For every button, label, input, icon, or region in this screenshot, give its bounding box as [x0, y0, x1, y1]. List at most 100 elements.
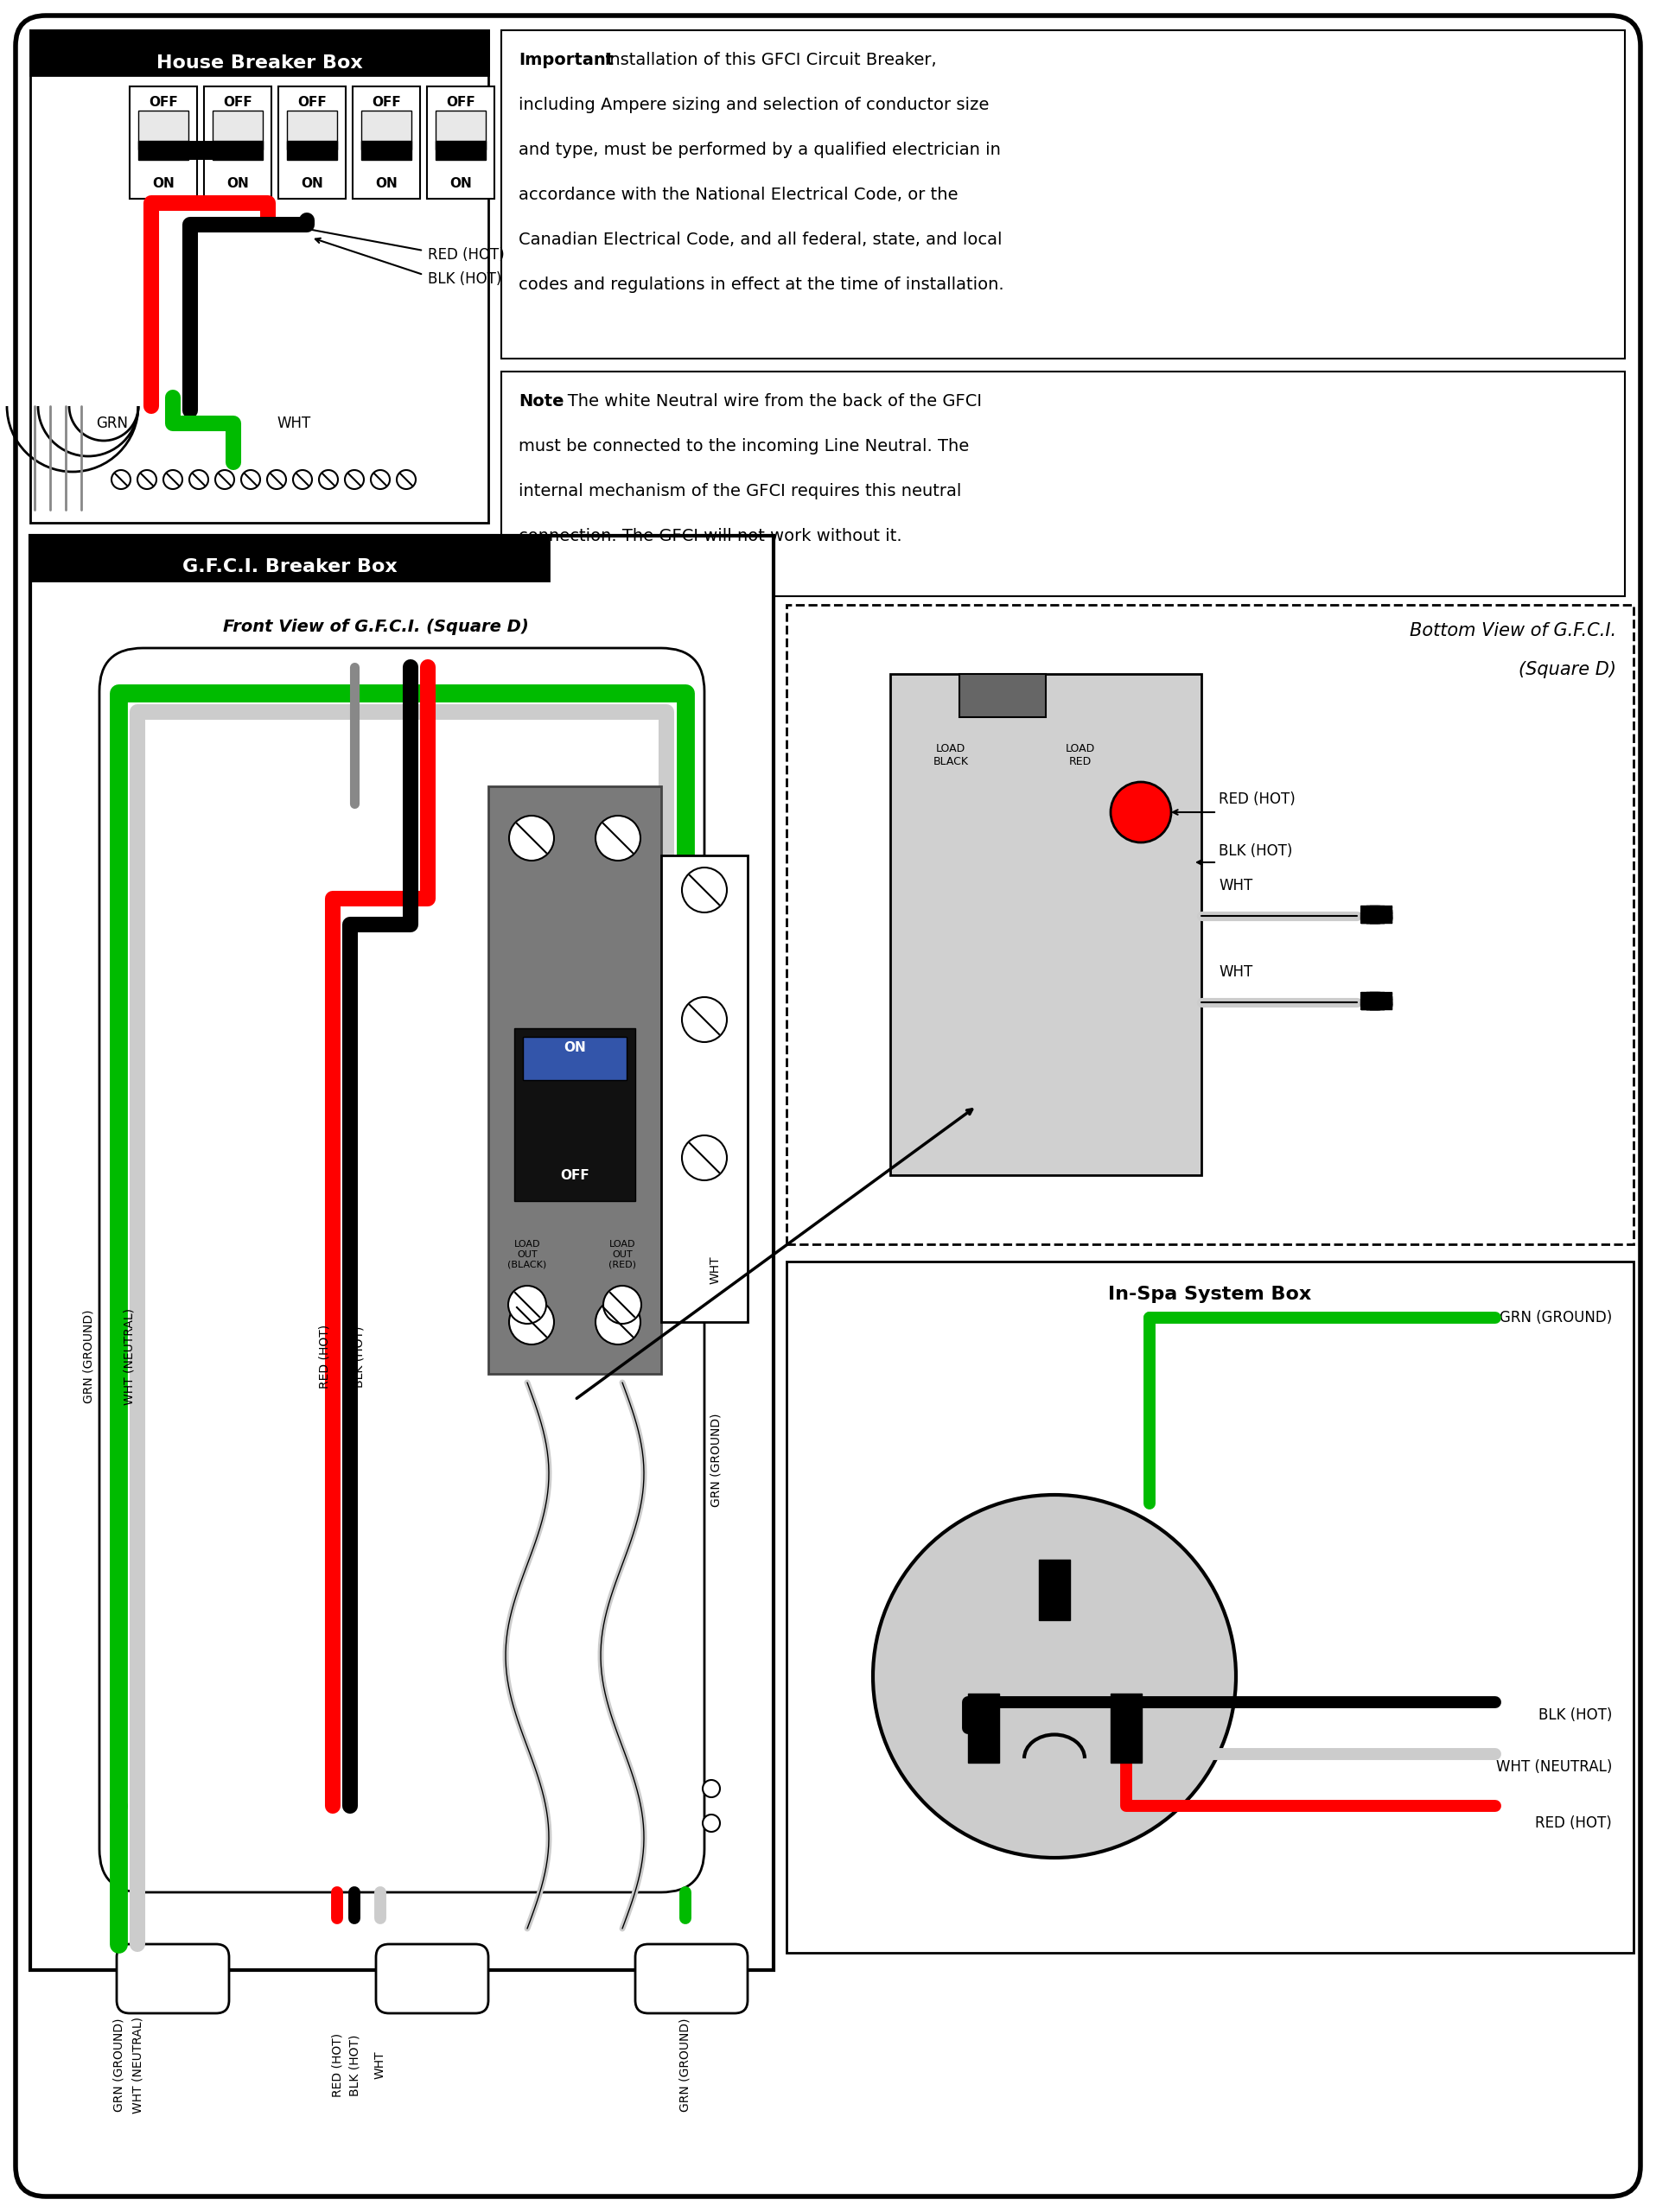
FancyBboxPatch shape	[636, 1944, 747, 2013]
Text: WHT: WHT	[1219, 878, 1252, 894]
Text: GRN: GRN	[96, 416, 129, 431]
Text: BLK (HOT): BLK (HOT)	[1219, 843, 1292, 858]
Text: LOAD
RED: LOAD RED	[1065, 743, 1095, 768]
Bar	[787, 1261, 1633, 1953]
Bar	[286, 111, 338, 150]
Bar	[212, 142, 263, 159]
Text: House Breaker Box: House Breaker Box	[156, 55, 363, 71]
Circle shape	[189, 469, 209, 489]
Circle shape	[702, 1781, 720, 1796]
FancyBboxPatch shape	[99, 648, 704, 1891]
Bar	[515, 1029, 636, 1201]
Text: must be connected to the incoming Line Neutral. The: must be connected to the incoming Line N…	[518, 438, 969, 453]
Text: Note: Note	[518, 394, 565, 409]
Text: ON: ON	[227, 177, 248, 190]
Text: BLK (HOT): BLK (HOT)	[427, 272, 502, 288]
Text: WHT (NEUTRAL): WHT (NEUTRAL)	[123, 1307, 134, 1405]
Bar	[502, 372, 1625, 597]
FancyBboxPatch shape	[116, 1944, 229, 2013]
Circle shape	[603, 1285, 641, 1323]
Bar	[361, 142, 411, 159]
Circle shape	[596, 1301, 641, 1345]
Text: WHT: WHT	[709, 1256, 722, 1285]
Bar	[212, 111, 263, 150]
Bar	[436, 142, 485, 159]
Circle shape	[371, 469, 389, 489]
FancyBboxPatch shape	[15, 15, 1641, 2197]
Text: : Installation of this GFCI Circuit Breaker,: : Installation of this GFCI Circuit Brea…	[595, 51, 937, 69]
Bar	[139, 142, 263, 159]
Circle shape	[397, 469, 416, 489]
Circle shape	[508, 1285, 546, 1323]
Bar	[139, 142, 189, 159]
Bar	[204, 86, 272, 199]
Text: BLK (HOT): BLK (HOT)	[1538, 1708, 1611, 1723]
Text: GRN (GROUND): GRN (GROUND)	[709, 1413, 722, 1506]
Circle shape	[682, 867, 727, 914]
Text: Important: Important	[518, 51, 614, 69]
Bar	[1111, 1694, 1141, 1763]
Bar	[139, 111, 189, 150]
Text: OFF: OFF	[298, 95, 326, 108]
Text: connection. The GFCI will not work without it.: connection. The GFCI will not work witho…	[518, 529, 903, 544]
Text: BLK (HOT): BLK (HOT)	[348, 2035, 361, 2097]
Text: RED (HOT): RED (HOT)	[1535, 1816, 1611, 1832]
Circle shape	[320, 469, 338, 489]
Bar	[361, 111, 411, 150]
Circle shape	[137, 469, 156, 489]
Circle shape	[242, 469, 260, 489]
Bar	[502, 31, 1625, 358]
Circle shape	[508, 816, 555, 860]
Text: WHT (NEUTRAL): WHT (NEUTRAL)	[1495, 1759, 1611, 1774]
Text: internal mechanism of the GFCI requires this neutral: internal mechanism of the GFCI requires …	[518, 482, 962, 500]
Bar	[30, 31, 489, 522]
Text: ON: ON	[152, 177, 174, 190]
Bar	[489, 785, 661, 1374]
Bar	[278, 86, 346, 199]
Text: ON: ON	[449, 177, 472, 190]
Bar	[286, 142, 338, 159]
Bar	[30, 535, 773, 1971]
Text: ON: ON	[563, 1042, 586, 1053]
Text: GRN (GROUND): GRN (GROUND)	[679, 2017, 692, 2112]
Text: accordance with the National Electrical Code, or the: accordance with the National Electrical …	[518, 186, 959, 204]
Text: LOAD
BLACK: LOAD BLACK	[932, 743, 969, 768]
Text: OFF: OFF	[371, 95, 401, 108]
Text: GRN (GROUND): GRN (GROUND)	[83, 1310, 94, 1402]
Circle shape	[596, 816, 641, 860]
Text: In-Spa System Box: In-Spa System Box	[1108, 1285, 1312, 1303]
Circle shape	[164, 469, 182, 489]
Text: OFF: OFF	[224, 95, 252, 108]
Circle shape	[873, 1495, 1235, 1858]
Text: OFF: OFF	[560, 1168, 590, 1181]
Text: and type, must be performed by a qualified electrician in: and type, must be performed by a qualifi…	[518, 142, 1000, 157]
Circle shape	[702, 1814, 720, 1832]
Text: WHT: WHT	[277, 416, 311, 431]
Text: GRN (GROUND): GRN (GROUND)	[113, 2017, 124, 2112]
Bar	[436, 111, 485, 150]
Bar	[353, 86, 421, 199]
Bar	[30, 535, 548, 582]
Bar	[969, 1694, 999, 1763]
Text: G.F.C.I. Breaker Box: G.F.C.I. Breaker Box	[182, 557, 397, 575]
Bar	[427, 86, 495, 199]
Circle shape	[682, 1135, 727, 1181]
Text: WHT: WHT	[1219, 964, 1252, 980]
Text: (Square D): (Square D)	[1519, 661, 1616, 679]
Circle shape	[293, 469, 311, 489]
Text: RED (HOT): RED (HOT)	[1219, 792, 1295, 807]
Bar	[30, 31, 489, 75]
FancyBboxPatch shape	[376, 1944, 489, 2013]
Text: WHT (NEUTRAL): WHT (NEUTRAL)	[131, 2017, 144, 2112]
Circle shape	[344, 469, 364, 489]
Text: LOAD
OUT
(RED): LOAD OUT (RED)	[608, 1241, 636, 1270]
Text: codes and regulations in effect at the time of installation.: codes and regulations in effect at the t…	[518, 276, 1004, 292]
Bar	[959, 675, 1047, 717]
Text: RED (HOT): RED (HOT)	[318, 1325, 330, 1389]
Circle shape	[508, 1301, 555, 1345]
Bar	[1038, 1559, 1070, 1619]
Text: Canadian Electrical Code, and all federal, state, and local: Canadian Electrical Code, and all federa…	[518, 232, 1002, 248]
Text: LOAD
OUT
(BLACK): LOAD OUT (BLACK)	[508, 1241, 546, 1270]
Text: including Ampere sizing and selection of conductor size: including Ampere sizing and selection of…	[518, 97, 989, 113]
Text: OFF: OFF	[149, 95, 177, 108]
